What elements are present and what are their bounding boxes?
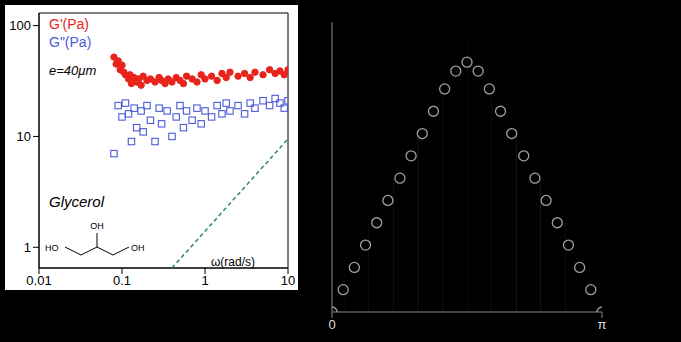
svg-text:100: 100 <box>9 18 31 33</box>
svg-text:10: 10 <box>17 129 31 144</box>
html-text:G'(Pa): G'(Pa) <box>49 16 89 32</box>
html-text:e=40μm: e=40μm <box>49 63 97 78</box>
svg-text:1: 1 <box>24 240 31 255</box>
svg-text:0.01: 0.01 <box>26 273 51 288</box>
svg-text:1: 1 <box>201 273 208 288</box>
svg-text:π: π <box>598 317 607 332</box>
html-text:G"(Pa): G"(Pa) <box>49 34 92 50</box>
svg-text:0.1: 0.1 <box>113 273 131 288</box>
svg-text:OH: OH <box>131 243 145 253</box>
svg-text:HO: HO <box>45 243 59 253</box>
svg-text:0: 0 <box>328 317 335 332</box>
html-text:ω(rad/s): ω(rad/s) <box>211 255 255 269</box>
html-text:Glycerol: Glycerol <box>49 193 104 210</box>
svg-text:10: 10 <box>281 273 295 288</box>
svg-text:OH: OH <box>90 221 104 231</box>
